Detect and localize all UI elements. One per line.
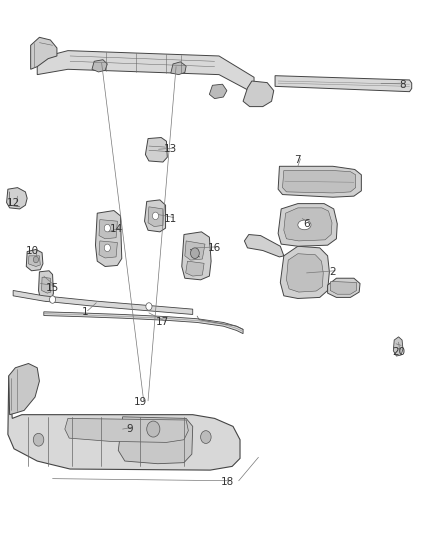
Polygon shape: [13, 290, 193, 314]
Circle shape: [33, 256, 39, 263]
Text: 16: 16: [208, 243, 221, 253]
Text: 19: 19: [134, 398, 147, 407]
Polygon shape: [209, 84, 227, 99]
Polygon shape: [278, 166, 361, 197]
Text: 7: 7: [294, 155, 301, 165]
Polygon shape: [280, 246, 329, 298]
Polygon shape: [185, 241, 205, 260]
Text: 8: 8: [399, 80, 406, 90]
Polygon shape: [393, 337, 403, 356]
Polygon shape: [286, 254, 323, 292]
Text: 13: 13: [164, 144, 177, 154]
Polygon shape: [186, 261, 204, 276]
Polygon shape: [44, 312, 243, 334]
Circle shape: [49, 296, 56, 303]
Polygon shape: [118, 417, 193, 464]
Text: 18: 18: [221, 478, 234, 487]
Text: 10: 10: [26, 246, 39, 255]
Polygon shape: [37, 51, 254, 93]
Polygon shape: [8, 376, 240, 470]
Text: 15: 15: [46, 283, 59, 293]
Polygon shape: [42, 277, 51, 293]
Circle shape: [201, 431, 211, 443]
Circle shape: [104, 244, 110, 252]
Polygon shape: [95, 211, 122, 266]
Polygon shape: [148, 207, 163, 227]
Polygon shape: [145, 200, 166, 232]
Text: 2: 2: [329, 267, 336, 277]
Polygon shape: [26, 249, 43, 271]
Polygon shape: [31, 37, 57, 69]
Polygon shape: [65, 418, 188, 442]
Polygon shape: [243, 81, 274, 107]
Circle shape: [146, 303, 152, 310]
Polygon shape: [28, 256, 40, 266]
Polygon shape: [328, 278, 360, 297]
Polygon shape: [9, 364, 39, 415]
Text: 20: 20: [392, 347, 405, 357]
Polygon shape: [275, 76, 412, 92]
Circle shape: [104, 224, 110, 232]
Polygon shape: [283, 171, 356, 193]
Polygon shape: [284, 208, 332, 241]
Circle shape: [191, 248, 199, 259]
Text: 9: 9: [126, 424, 133, 434]
Polygon shape: [244, 235, 284, 257]
Polygon shape: [99, 220, 117, 239]
Polygon shape: [278, 204, 337, 246]
Text: 11: 11: [164, 214, 177, 223]
Text: 14: 14: [110, 224, 123, 234]
Polygon shape: [39, 271, 53, 301]
Circle shape: [33, 433, 44, 446]
Polygon shape: [99, 241, 117, 258]
Circle shape: [152, 212, 159, 220]
Text: 6: 6: [303, 219, 310, 229]
Polygon shape: [182, 232, 211, 280]
Text: 12: 12: [7, 198, 20, 207]
Ellipse shape: [298, 220, 311, 230]
Text: 17: 17: [155, 318, 169, 327]
Polygon shape: [92, 60, 107, 72]
Polygon shape: [7, 188, 27, 209]
Polygon shape: [145, 138, 167, 162]
Text: 1: 1: [82, 307, 89, 317]
Circle shape: [147, 421, 160, 437]
Polygon shape: [171, 62, 186, 75]
Polygon shape: [330, 281, 357, 294]
